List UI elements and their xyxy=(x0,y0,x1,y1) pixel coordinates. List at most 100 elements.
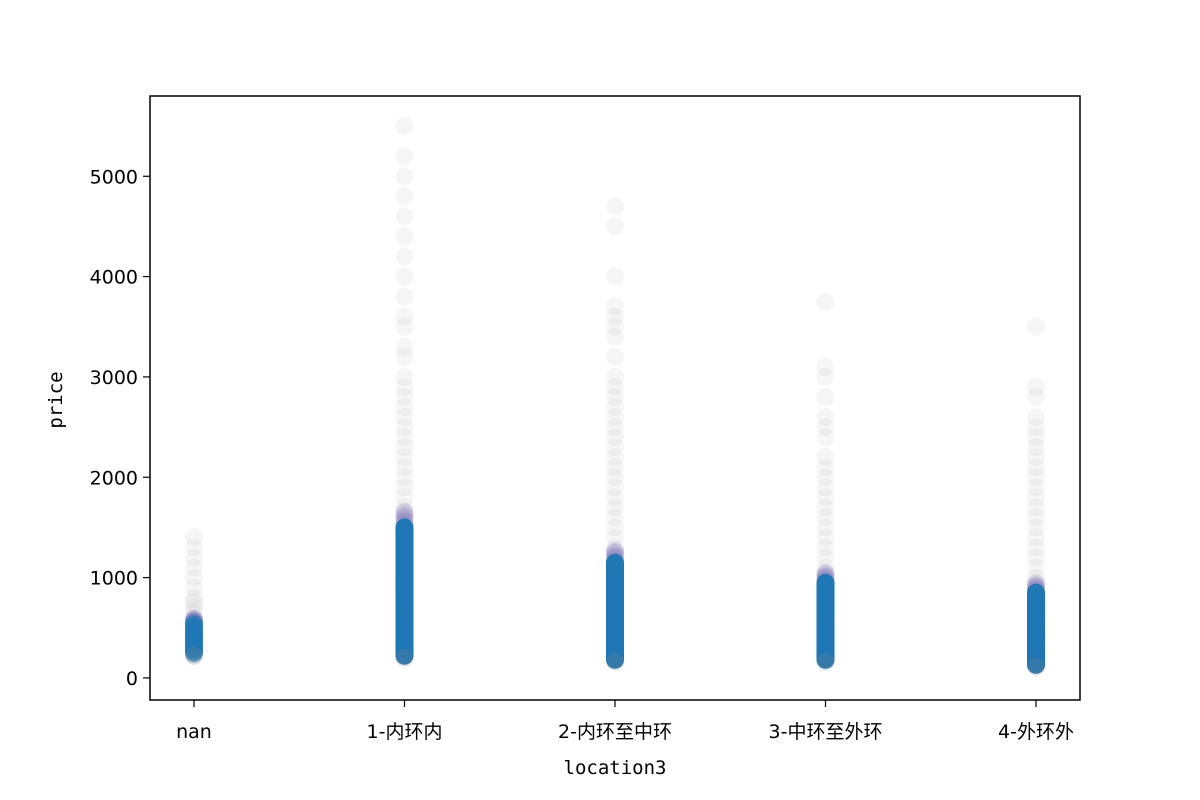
data-point-outlier xyxy=(395,418,414,437)
data-point-outlier xyxy=(395,468,414,487)
data-point xyxy=(185,632,203,651)
data-point-outlier xyxy=(395,438,414,457)
data-point-outlier xyxy=(606,347,624,366)
data-point-edge xyxy=(185,610,203,629)
data-point-edge xyxy=(185,613,203,632)
data-point xyxy=(395,518,414,537)
data-point-outlier xyxy=(395,187,414,206)
data-point-outlier xyxy=(185,578,203,597)
x-tick-label: 3-中环至外环 xyxy=(769,721,883,743)
data-point-outlier xyxy=(606,267,624,286)
data-point-outlier xyxy=(1027,387,1045,406)
data-point-outlier xyxy=(606,458,624,477)
data-point xyxy=(185,641,203,660)
data-point-outlier xyxy=(1027,468,1045,487)
data-point xyxy=(606,553,624,572)
data-point-outlier xyxy=(395,287,414,306)
y-axis-label: price xyxy=(45,371,67,428)
data-point xyxy=(185,630,203,649)
data-point-outlier xyxy=(1027,528,1045,547)
data-point xyxy=(816,573,835,592)
data-point-outlier xyxy=(606,297,624,316)
data-point-outlier xyxy=(816,488,835,507)
y-tick-label: 2000 xyxy=(90,467,138,489)
data-point-edge xyxy=(185,611,203,630)
data-point xyxy=(185,615,203,634)
data-point-outlier xyxy=(1027,438,1045,457)
data-point xyxy=(185,623,203,642)
data-point xyxy=(185,618,203,637)
data-point-outlier xyxy=(1027,548,1045,567)
data-point-edge xyxy=(395,506,414,525)
data-point-outlier xyxy=(606,317,624,336)
data-point-outlier xyxy=(816,478,835,497)
data-point-outlier xyxy=(185,613,203,632)
y-tick-label: 1000 xyxy=(90,568,138,590)
data-point xyxy=(185,643,203,662)
data-point-outlier xyxy=(395,458,414,477)
data-point xyxy=(185,631,203,650)
x-tick-label: 2-内环至中环 xyxy=(558,721,672,743)
data-point-outlier xyxy=(395,377,414,396)
data-point-outlier xyxy=(816,458,835,477)
data-point-outlier xyxy=(606,438,624,457)
data-point-outlier xyxy=(606,387,624,406)
data-point-edge xyxy=(1027,657,1045,676)
data-point-outlier xyxy=(606,538,624,557)
data-point xyxy=(185,624,203,643)
data-point-outlier xyxy=(395,488,414,507)
data-point-outlier xyxy=(816,357,835,376)
data-point-outlier xyxy=(1027,428,1045,447)
data-point-outlier xyxy=(606,197,624,216)
data-point-outlier xyxy=(395,408,414,427)
data-point-outlier xyxy=(606,367,624,386)
y-tick-label: 0 xyxy=(126,668,138,690)
data-point xyxy=(185,640,203,659)
data-point-edge xyxy=(185,646,203,665)
data-point xyxy=(185,638,203,657)
data-point xyxy=(185,640,203,659)
data-point-outlier xyxy=(816,418,835,437)
data-point-outlier xyxy=(395,498,414,517)
data-point xyxy=(185,621,203,640)
data-point-outlier xyxy=(816,558,835,577)
data-point xyxy=(185,619,203,638)
data-point-outlier xyxy=(395,398,414,417)
data-point-outlier xyxy=(816,528,835,547)
data-point-outlier xyxy=(606,448,624,467)
data-points xyxy=(185,117,1045,676)
data-point xyxy=(185,620,203,639)
data-point xyxy=(185,626,203,645)
data-point-outlier xyxy=(185,646,203,665)
data-point-outlier xyxy=(395,317,414,336)
data-point-edge xyxy=(185,610,203,629)
data-point xyxy=(185,619,203,638)
data-point-outlier xyxy=(816,448,835,467)
data-point-outlier xyxy=(606,478,624,497)
data-point-outlier xyxy=(606,488,624,507)
data-point-outlier xyxy=(606,327,624,346)
data-point-outlier xyxy=(395,247,414,266)
data-point-outlier xyxy=(1027,488,1045,507)
data-point-outlier xyxy=(816,292,835,311)
data-point-outlier xyxy=(606,428,624,447)
data-point-edge xyxy=(395,503,414,522)
data-point xyxy=(185,639,203,658)
data-point-outlier xyxy=(185,628,203,647)
data-point-outlier xyxy=(606,508,624,527)
data-point-outlier xyxy=(606,398,624,417)
data-point-outlier xyxy=(1027,408,1045,427)
data-point xyxy=(185,629,203,648)
data-point-outlier xyxy=(606,468,624,487)
data-point-outlier xyxy=(395,503,414,522)
data-point-outlier xyxy=(606,377,624,396)
y-axis: 0 1000 2000 3000 4000 5000 xyxy=(90,166,150,690)
data-point-outlier xyxy=(395,267,414,286)
data-point xyxy=(185,623,203,642)
data-point-outlier xyxy=(395,478,414,497)
data-point-outlier xyxy=(816,548,835,567)
data-point-outlier xyxy=(395,448,414,467)
data-point-outlier xyxy=(816,367,835,386)
data-point-outlier xyxy=(185,598,203,617)
data-point xyxy=(185,622,203,641)
